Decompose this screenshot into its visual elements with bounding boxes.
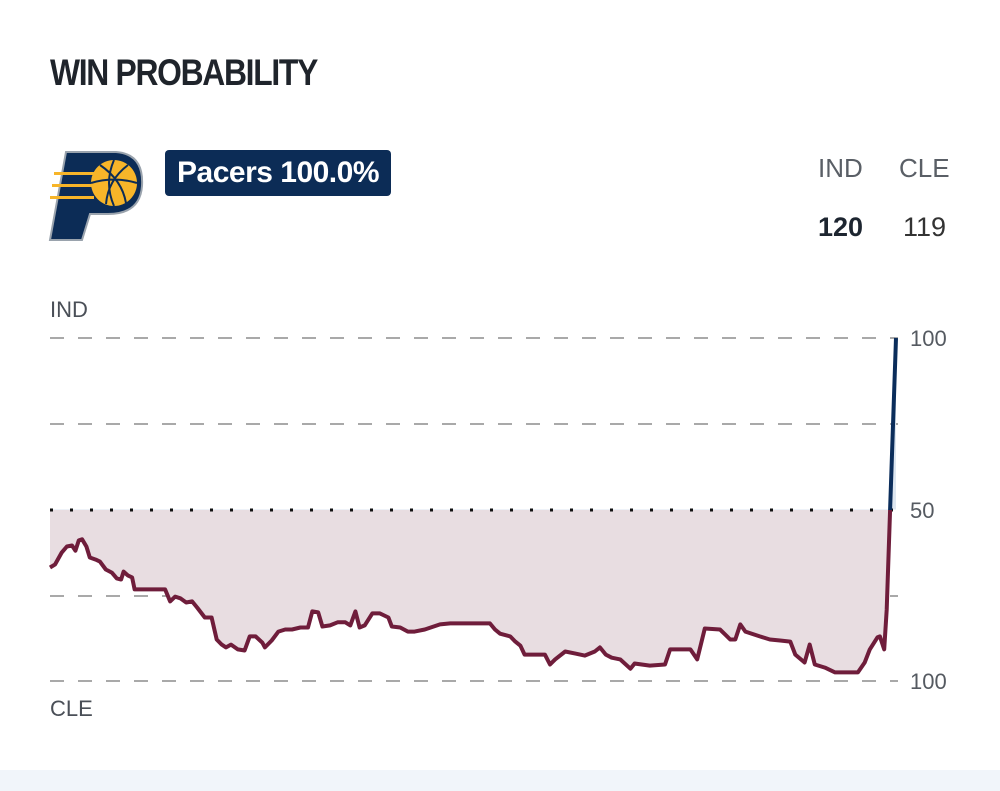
pacers-logo bbox=[48, 151, 144, 241]
footer-strip bbox=[0, 770, 1000, 791]
page-title: WIN PROBABILITY bbox=[50, 52, 318, 93]
cle-probability-line bbox=[48, 510, 893, 675]
top-team-label: IND bbox=[50, 297, 88, 322]
y-tick-label-mid: 50 bbox=[910, 498, 934, 523]
y-tick-label-top: 100 bbox=[910, 326, 947, 351]
away-team-abbr: CLE bbox=[899, 153, 950, 183]
cle-area bbox=[50, 510, 891, 673]
away-score: 119 bbox=[903, 212, 947, 242]
win-probability-badge: Pacers 100.0% bbox=[165, 150, 392, 196]
bottom-team-label: CLE bbox=[50, 696, 93, 721]
home-team-abbr: IND bbox=[818, 153, 863, 183]
home-score: 120 bbox=[818, 212, 864, 242]
win-probability-chart: 100 50 100 bbox=[48, 326, 947, 694]
y-tick-label-bottom: 100 bbox=[910, 669, 947, 694]
